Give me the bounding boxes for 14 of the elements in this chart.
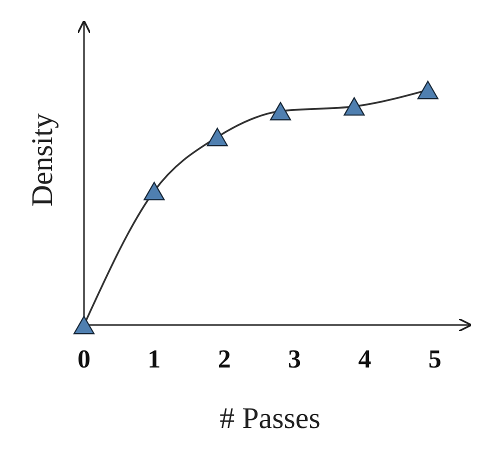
x-tick-label: 1 <box>148 344 161 374</box>
point <box>73 316 95 334</box>
x-tick-label: 4 <box>358 344 372 374</box>
y-axis-title: Density <box>26 113 59 207</box>
point <box>206 128 228 146</box>
point <box>344 97 365 116</box>
point <box>270 102 292 120</box>
x-axis-title: # Passes <box>220 402 320 435</box>
point <box>417 80 438 100</box>
point <box>144 182 165 200</box>
x-tick-label: 5 <box>428 344 442 374</box>
x-tick-label: 0 <box>78 344 90 374</box>
x-tick-label: 2 <box>218 344 231 374</box>
x-tick-label: 3 <box>288 344 302 374</box>
